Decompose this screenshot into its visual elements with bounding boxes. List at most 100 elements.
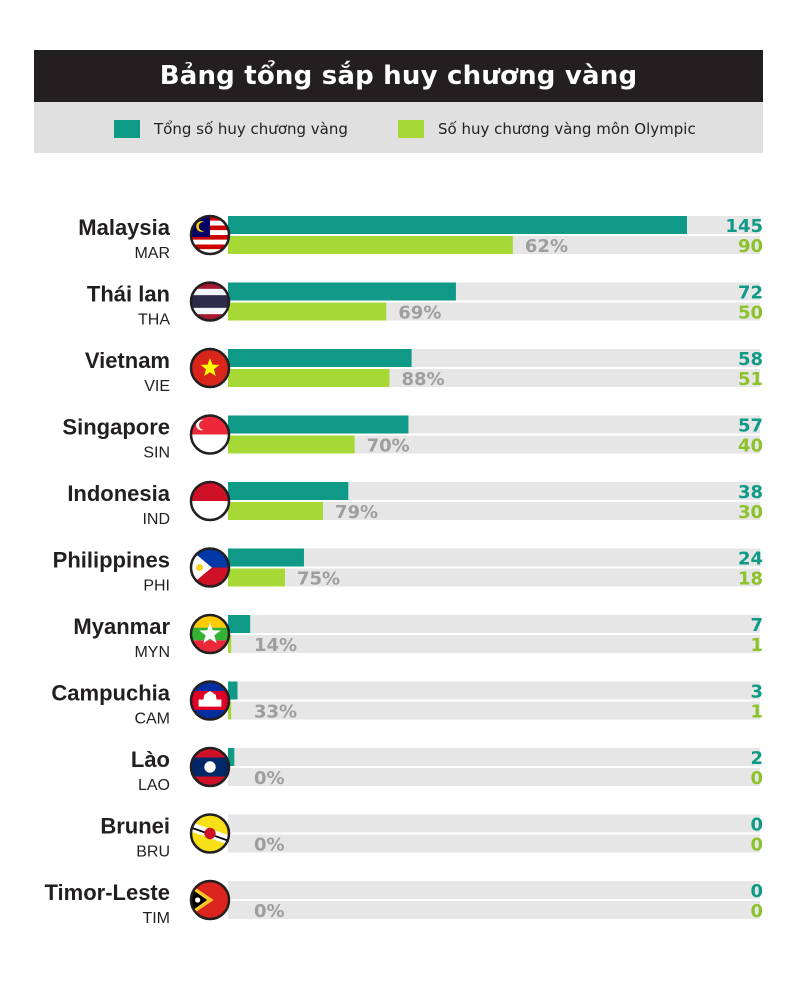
brunei-flag-icon [189, 813, 231, 854]
olympic-value-label: 1 [750, 702, 763, 723]
olympic-value-label: 90 [738, 236, 763, 257]
country-name: Vietnam [85, 348, 170, 373]
bar-track [228, 768, 760, 786]
chart-row: Campuchia CAM 33% 31 [51, 680, 763, 728]
olympic-bar [228, 502, 323, 520]
country-code: MYN [134, 644, 170, 661]
bar-track [228, 635, 760, 653]
percent-label: 79% [335, 502, 378, 523]
country-code: BRU [136, 844, 170, 861]
country-name: Timor-Leste [44, 880, 170, 905]
bar-track [228, 568, 760, 587]
country-code: CAM [134, 711, 170, 728]
chart-row: Timor-Leste TIM 0% 00 [44, 879, 763, 927]
total-value-label: 2 [750, 748, 763, 769]
total-value-label: 24 [738, 549, 763, 570]
chart-row: Myanmar MYN 14% 71 [73, 613, 763, 661]
bar-track [228, 701, 760, 720]
total-value-label: 57 [738, 416, 763, 437]
bar-track [228, 881, 760, 899]
total-value-label: 0 [750, 815, 763, 836]
total-bar [228, 349, 412, 367]
total-value-label: 3 [750, 682, 763, 703]
total-bar [228, 748, 235, 766]
olympic-value-label: 0 [750, 768, 763, 789]
indonesia-flag-icon [189, 480, 231, 522]
total-value-label: 72 [738, 283, 763, 304]
total-value-label: 145 [725, 216, 763, 237]
bar-track [228, 482, 760, 500]
country-name: Indonesia [67, 481, 170, 506]
percent-label: 69% [398, 303, 441, 324]
country-name: Singapore [62, 415, 170, 440]
total-value-label: 0 [750, 881, 763, 902]
olympic-value-label: 50 [738, 303, 763, 324]
olympic-value-label: 0 [750, 901, 763, 922]
bar-track [228, 901, 760, 919]
bar-track [228, 548, 760, 567]
olympic-bar [228, 369, 390, 387]
country-name: Campuchia [51, 681, 170, 706]
country-name: Philippines [53, 548, 170, 573]
country-name: Thái lan [87, 282, 170, 307]
percent-label: 70% [367, 436, 410, 457]
olympic-bar [228, 701, 232, 720]
bar-track [228, 615, 760, 633]
total-value-label: 7 [750, 615, 763, 636]
country-name: Brunei [100, 814, 170, 839]
singapore-flag-icon [189, 414, 231, 455]
legend-swatch-total [114, 120, 140, 138]
percent-label: 62% [525, 236, 568, 257]
legend-item-total: Tổng số huy chương vàng [114, 120, 348, 138]
olympic-value-label: 51 [738, 369, 763, 390]
thailand-flag-icon [189, 281, 231, 322]
myanmar-flag-icon [189, 613, 231, 655]
philippines-flag-icon [189, 547, 231, 588]
bar-track [228, 681, 760, 700]
olympic-bar [228, 635, 232, 653]
country-code: SIN [143, 445, 170, 462]
olympic-value-label: 40 [738, 436, 763, 457]
olympic-value-label: 18 [738, 569, 763, 590]
percent-label: 33% [254, 702, 297, 723]
olympic-bar [228, 236, 513, 254]
legend: Tổng số huy chương vàng Số huy chương và… [34, 102, 763, 153]
bar-track [228, 435, 760, 454]
total-bar [228, 548, 304, 567]
total-bar [228, 681, 238, 700]
percent-label: 75% [297, 569, 340, 590]
legend-label-olympic: Số huy chương vàng môn Olympic [438, 120, 696, 138]
olympic-value-label: 30 [738, 502, 763, 523]
chart-row: Brunei BRU 0% 00 [100, 813, 763, 861]
olympic-bar [228, 435, 355, 454]
olympic-bar [228, 302, 387, 321]
total-bar [228, 282, 456, 301]
country-name: Myanmar [73, 614, 170, 639]
country-code: VIE [144, 378, 170, 395]
percent-label: 88% [401, 369, 444, 390]
malaysia-flag-icon [189, 214, 231, 256]
olympic-value-label: 1 [750, 635, 763, 656]
total-value-label: 38 [738, 482, 763, 503]
total-bar [228, 482, 349, 500]
olympic-value-label: 0 [750, 835, 763, 856]
country-code: THA [138, 312, 170, 329]
chart-row: Lào LAO 0% 20 [131, 746, 763, 794]
total-value-label: 58 [738, 349, 763, 370]
bar-track [228, 502, 760, 520]
bar-track [228, 748, 760, 766]
bar-track [228, 814, 760, 833]
legend-label-total: Tổng số huy chương vàng [154, 120, 348, 138]
country-name: Malaysia [78, 215, 170, 240]
country-code: IND [142, 511, 170, 528]
country-code: TIM [142, 910, 170, 927]
country-name: Lào [131, 747, 170, 772]
vietnam-flag-icon [189, 347, 231, 389]
legend-swatch-olympic [398, 120, 424, 138]
